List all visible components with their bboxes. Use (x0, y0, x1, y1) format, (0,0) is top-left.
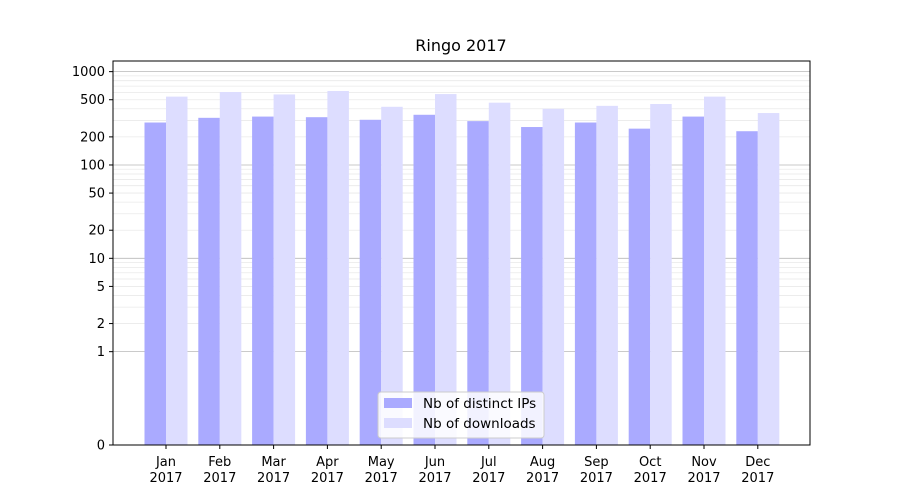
bar (166, 96, 188, 445)
bar (704, 96, 726, 445)
legend-swatch (384, 398, 412, 408)
bar (542, 108, 565, 445)
bar (359, 119, 382, 446)
bar (650, 104, 672, 445)
x-tick-label: Nov 2017 (687, 455, 720, 486)
legend-label: Nb of distinct IPs (423, 396, 536, 412)
x-tick-label: Jan 2017 (149, 455, 182, 486)
x-tick-label: Feb 2017 (203, 455, 236, 486)
x-tick-label: Oct 2017 (634, 455, 667, 486)
y-tick-label: 5 (97, 280, 105, 295)
x-tick-label: Dec 2017 (741, 455, 774, 486)
legend-label: Nb of downloads (423, 416, 536, 432)
y-tick-label: 0 (97, 439, 105, 454)
x-axis: Jan 2017 Feb 2017 Mar 2017 Apr 2017 May 2017 Jun 20… (149, 445, 774, 486)
bar (198, 117, 220, 446)
bar (628, 128, 651, 446)
bar (574, 122, 597, 445)
bar (144, 122, 166, 445)
x-tick-label: Jul 2017 (472, 455, 505, 486)
chart-title: Ringo 2017 (415, 36, 506, 55)
bar (327, 91, 349, 446)
x-tick-label: Jun 2017 (418, 455, 451, 486)
x-tick-label: Aug 2017 (526, 455, 559, 486)
bar (757, 113, 780, 445)
x-tick-label: Apr 2017 (311, 455, 344, 486)
legend-box (377, 391, 545, 439)
y-tick-label: 100 (80, 158, 105, 173)
bars (144, 91, 780, 446)
x-tick-label: Mar 2017 (257, 455, 290, 486)
x-tick-label: Sep 2017 (580, 455, 613, 486)
y-tick-label: 2 (97, 317, 105, 332)
bar (273, 94, 296, 445)
bar (252, 116, 274, 445)
bar (682, 116, 704, 445)
bar (219, 92, 242, 446)
legend-swatch (384, 418, 412, 428)
y-tick-label: 50 (88, 187, 105, 202)
bar (596, 105, 618, 445)
bar (736, 131, 758, 445)
y-tick-label: 20 (88, 224, 105, 239)
y-tick-label: 10 (88, 252, 105, 267)
bar (381, 106, 403, 445)
y-tick-label: 200 (80, 130, 105, 145)
plot-area-frame (112, 60, 811, 446)
y-tick-label: 1000 (72, 65, 105, 80)
legend: Nb of distinct IPs Nb of downloads (377, 391, 545, 439)
y-tick-label: 1 (97, 345, 105, 360)
bar (467, 121, 489, 446)
bar (413, 114, 435, 446)
y-tick-label: 500 (80, 93, 105, 108)
bar (305, 117, 328, 445)
y-axis: 0 1 2 5 10 20 50 100 200 500 1000 (72, 65, 113, 454)
bar (521, 127, 543, 446)
x-tick-label: May 2017 (365, 455, 398, 486)
bar (435, 94, 457, 445)
bar (488, 102, 511, 445)
